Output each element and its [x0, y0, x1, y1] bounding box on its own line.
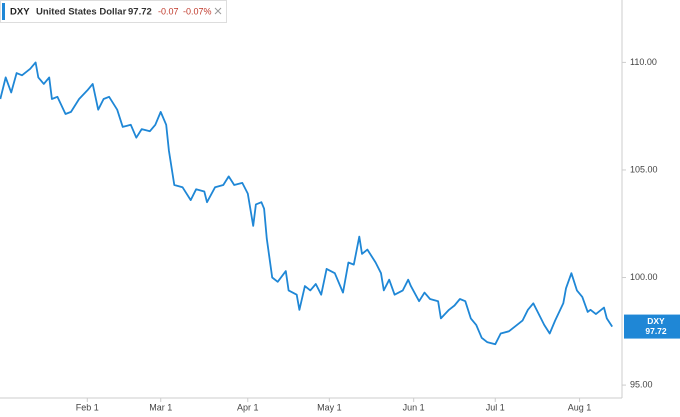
- header-box: [0, 0, 227, 23]
- x-tick-label: Jul 1: [486, 402, 505, 412]
- y-tick-label: 110.00: [630, 57, 657, 67]
- instrument-name: United States Dollar: [36, 7, 127, 18]
- close-stroke: [214, 7, 222, 15]
- price-line: [0, 61, 613, 346]
- price-tag: DXY 97.72: [624, 314, 680, 339]
- y-tick-label: 95.00: [630, 379, 653, 389]
- header-accent: [2, 3, 5, 20]
- y-tick-label: 100.00: [630, 272, 658, 282]
- price-tag-value: 97.72: [645, 326, 667, 336]
- x-tick-label: Apr 1: [237, 402, 259, 412]
- change-percent: -0.07%: [183, 6, 212, 16]
- x-tick-label: Mar 1: [149, 402, 172, 412]
- y-tick-label: 105.00: [630, 164, 658, 174]
- x-tick-label: May 1: [317, 402, 342, 412]
- change: -0.07: [158, 6, 179, 16]
- close-icon[interactable]: [214, 7, 222, 15]
- price: 97.72: [128, 7, 152, 18]
- x-tick-label: Aug 1: [568, 402, 592, 412]
- price-tag-symbol: DXY: [647, 316, 665, 326]
- price-tag-box: [624, 314, 680, 339]
- x-tick-label: Feb 1: [76, 402, 99, 412]
- symbol: DXY: [10, 7, 30, 18]
- x-tick-label: Jun 1: [403, 402, 425, 412]
